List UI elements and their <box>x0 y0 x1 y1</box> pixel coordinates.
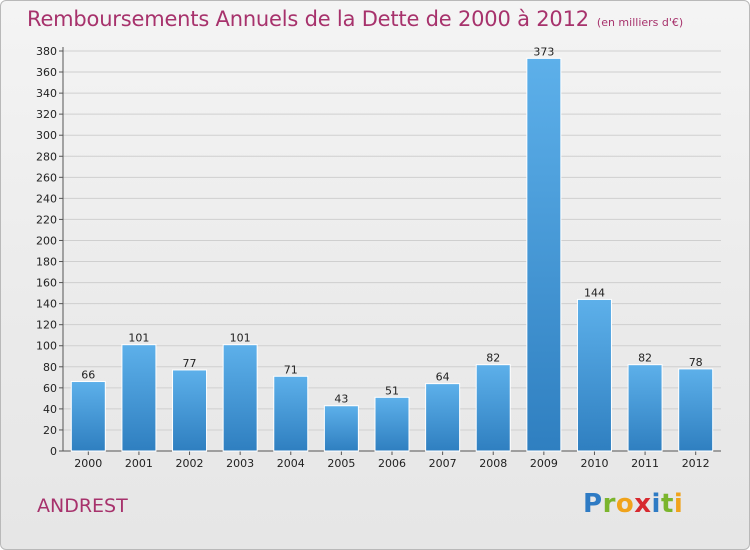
x-tick-label: 2000 <box>74 457 102 470</box>
bar-2005 <box>323 405 359 452</box>
bar-2003 <box>222 344 258 452</box>
y-tick-label: 120 <box>36 319 57 332</box>
data-label: 51 <box>385 384 399 397</box>
y-tick-label: 380 <box>36 45 57 58</box>
y-tick-label: 340 <box>36 87 57 100</box>
y-tick-label: 80 <box>43 361 57 374</box>
y-tick-label: 220 <box>36 213 57 226</box>
x-tick-label: 2001 <box>125 457 153 470</box>
logo-letter: i <box>651 489 661 519</box>
y-tick-label: 160 <box>36 277 57 290</box>
title-text: Remboursements Annuels de la Dette de 20… <box>27 7 589 31</box>
y-tick-label: 40 <box>43 403 57 416</box>
grid-layer <box>63 50 721 431</box>
y-tick-label: 200 <box>36 234 57 247</box>
x-tick-label: 2003 <box>226 457 254 470</box>
logo-letter: x <box>634 489 652 519</box>
bar-2006 <box>374 396 410 452</box>
data-label: 82 <box>486 352 500 365</box>
data-label: 101 <box>230 332 251 345</box>
data-label: 77 <box>183 357 197 370</box>
bar-2009 <box>526 57 562 452</box>
y-tick-label: 180 <box>36 256 57 269</box>
bar-2011 <box>627 364 663 452</box>
data-label: 78 <box>689 356 703 369</box>
y-tick-label: 280 <box>36 150 57 163</box>
data-label: 43 <box>334 393 348 406</box>
data-label: 373 <box>533 45 554 58</box>
x-tick-label: 2012 <box>682 457 710 470</box>
y-tick-label: 0 <box>50 445 57 458</box>
y-tick-label: 360 <box>36 66 57 79</box>
data-label: 64 <box>436 371 450 384</box>
logo-letter: r <box>602 489 616 519</box>
y-tick-label: 140 <box>36 298 57 311</box>
x-tick-label: 2009 <box>530 457 558 470</box>
bar-2008 <box>475 364 511 452</box>
data-label: 66 <box>81 369 95 382</box>
x-tick-label: 2005 <box>327 457 355 470</box>
bar-2010 <box>576 298 612 452</box>
x-tick-label: 2010 <box>580 457 608 470</box>
y-tick-label: 240 <box>36 192 57 205</box>
logo-letter: i <box>673 489 684 519</box>
x-tick-label: 2007 <box>429 457 457 470</box>
data-label: 82 <box>638 352 652 365</box>
bar-2002 <box>172 369 208 452</box>
x-tick-label: 2006 <box>378 457 406 470</box>
unit-text: (en milliers d'€) <box>596 16 684 29</box>
data-label: 144 <box>584 286 605 299</box>
bar-2007 <box>425 383 461 452</box>
bar-2004 <box>273 375 309 452</box>
y-tick-label: 100 <box>36 340 57 353</box>
proxiti-logo: Proxiti <box>583 489 683 519</box>
label-layer: 66 101 77 101 71 43 51 64 82 373 144 82 78 <box>81 45 702 405</box>
data-label: 71 <box>284 363 298 376</box>
x-tick-label: 2011 <box>631 457 659 470</box>
x-tick-label: 2004 <box>277 457 305 470</box>
y-tick-label: 260 <box>36 171 57 184</box>
bar-2001 <box>121 344 157 452</box>
x-tick-label: 2002 <box>176 457 204 470</box>
y-tick-label: 320 <box>36 108 57 121</box>
y-tick-label: 60 <box>43 382 57 395</box>
x-tick-label: 2008 <box>479 457 507 470</box>
bar-2000 <box>70 381 106 452</box>
city-name: ANDREST <box>37 495 128 517</box>
logo-letter: t <box>660 489 674 519</box>
data-label: 101 <box>128 332 149 345</box>
logo-letter: o <box>615 489 635 519</box>
bar-layer <box>70 57 714 452</box>
y-tick-label: 300 <box>36 129 57 142</box>
bar-2012 <box>678 368 714 452</box>
chart-title: Remboursements Annuels de la Dette de 20… <box>27 7 683 31</box>
y-tick-label: 20 <box>43 424 57 437</box>
logo-letter: P <box>583 489 603 519</box>
